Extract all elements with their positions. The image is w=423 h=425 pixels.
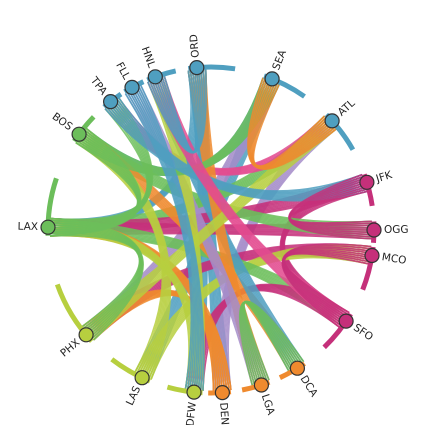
- node-den[interactable]: DEN: [215, 386, 230, 425]
- node-label-sea: SEA: [270, 48, 289, 72]
- node-label-dfw: DFW: [184, 401, 199, 425]
- node-dot-lga[interactable]: [254, 378, 268, 392]
- node-dot-lax[interactable]: [41, 220, 55, 234]
- node-ogg[interactable]: OGG: [367, 223, 409, 237]
- node-dot-fll[interactable]: [125, 80, 139, 94]
- node-dot-ord[interactable]: [190, 61, 204, 75]
- node-dot-dca[interactable]: [290, 361, 304, 375]
- node-ord[interactable]: ORD: [188, 34, 204, 75]
- node-label-ogg: OGG: [384, 224, 409, 236]
- node-dot-sea[interactable]: [265, 72, 279, 86]
- node-label-dca: DCA: [298, 374, 321, 400]
- node-sfo[interactable]: SFO: [339, 314, 375, 343]
- node-dot-hnl[interactable]: [148, 70, 162, 84]
- node-dca[interactable]: DCA: [290, 361, 320, 400]
- node-dot-ogg[interactable]: [367, 223, 381, 237]
- node-dot-jfk[interactable]: [360, 175, 374, 189]
- node-fll[interactable]: FLL: [113, 60, 139, 94]
- node-dot-atl[interactable]: [325, 114, 339, 128]
- node-label-las: LAS: [124, 384, 143, 407]
- node-dot-bos[interactable]: [72, 127, 86, 141]
- node-label-tpa: TPA: [87, 74, 109, 98]
- node-label-den: DEN: [217, 402, 231, 425]
- node-label-atl: ATL: [336, 97, 358, 118]
- node-jfk[interactable]: JFK: [360, 169, 395, 190]
- node-bos[interactable]: BOS: [50, 111, 86, 142]
- node-dot-las[interactable]: [135, 371, 149, 385]
- node-dot-dfw[interactable]: [187, 385, 201, 399]
- node-dot-sfo[interactable]: [339, 314, 353, 328]
- node-label-mco: MCO: [381, 251, 407, 267]
- node-dot-phx[interactable]: [79, 328, 93, 342]
- node-label-bos: BOS: [50, 111, 75, 134]
- node-label-ord: ORD: [188, 34, 202, 59]
- node-dfw[interactable]: DFW: [184, 385, 201, 425]
- node-label-fll: FLL: [113, 60, 132, 81]
- node-dot-mco[interactable]: [365, 249, 379, 263]
- node-label-lax: LAX: [17, 221, 38, 233]
- node-sea[interactable]: SEA: [265, 48, 289, 86]
- node-label-sfo: SFO: [351, 322, 375, 344]
- node-dot-den[interactable]: [215, 386, 229, 400]
- ribbon-layer: [48, 67, 374, 393]
- node-lax[interactable]: LAX: [17, 220, 55, 234]
- node-las[interactable]: LAS: [124, 371, 149, 408]
- node-lga[interactable]: LGA: [254, 378, 277, 417]
- ribbon-lax-phx: [50, 234, 140, 329]
- node-dot-tpa[interactable]: [104, 95, 118, 109]
- node-label-lga: LGA: [259, 393, 277, 418]
- node-label-hnl: HNL: [139, 45, 158, 70]
- node-hnl[interactable]: HNL: [139, 45, 163, 84]
- node-label-jfk: JFK: [374, 169, 395, 186]
- node-phx[interactable]: PHX: [58, 328, 93, 360]
- node-label-phx: PHX: [58, 337, 82, 360]
- node-atl[interactable]: ATL: [325, 97, 357, 128]
- node-tpa[interactable]: TPA: [87, 74, 117, 109]
